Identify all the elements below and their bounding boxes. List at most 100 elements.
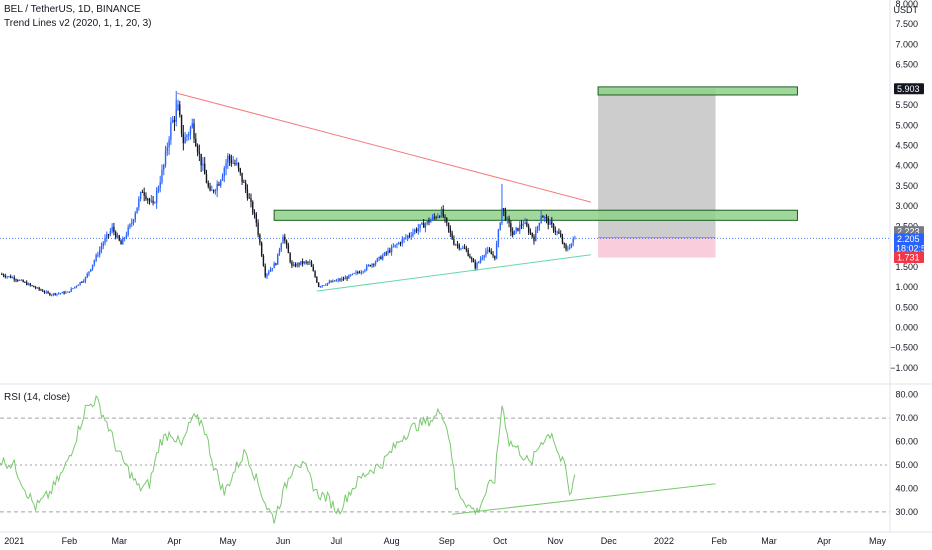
candle — [522, 219, 525, 230]
candle-body — [444, 216, 446, 218]
candle-body — [54, 293, 56, 295]
candle — [88, 271, 90, 277]
candle-body — [107, 234, 110, 236]
candle-body — [449, 228, 452, 233]
candle-body — [173, 119, 176, 122]
resistance-zone-rect — [273, 209, 798, 221]
candle-body — [120, 240, 122, 245]
candle-body — [250, 198, 252, 202]
candle — [310, 260, 313, 267]
candle — [154, 201, 156, 204]
candle — [52, 293, 55, 297]
candle — [161, 164, 163, 185]
candle-body — [182, 133, 185, 144]
candle-body — [314, 271, 316, 277]
candle — [75, 285, 78, 289]
candle-body — [478, 261, 480, 263]
candle-body — [228, 155, 231, 160]
candle-body — [260, 242, 263, 256]
candle-body — [309, 261, 311, 263]
candle-body — [209, 186, 211, 191]
candle — [389, 247, 391, 254]
candle — [91, 264, 94, 271]
candle-body — [18, 280, 21, 281]
candle-body — [45, 291, 47, 293]
candle — [86, 272, 88, 279]
price-tick-label: −1.000 — [890, 363, 918, 373]
candle — [369, 264, 371, 267]
symbol-legend[interactable]: BEL / TetherUS, 1D, BINANCE — [4, 4, 141, 15]
candle — [414, 228, 416, 235]
candle — [63, 290, 65, 295]
candle — [212, 189, 215, 194]
candle-body — [325, 284, 327, 286]
candle-body — [102, 242, 104, 247]
candle — [182, 124, 185, 151]
candle — [549, 219, 551, 225]
rsi-tick-label: 50.00 — [895, 460, 918, 470]
candle-body — [332, 280, 334, 283]
candle — [438, 215, 441, 219]
candle — [1, 272, 3, 275]
candle — [437, 213, 439, 219]
position-stop-area — [598, 237, 716, 258]
candle — [529, 228, 532, 235]
candle-body — [298, 263, 300, 265]
candle — [59, 292, 62, 295]
candle — [392, 242, 395, 248]
candle — [54, 292, 56, 296]
candle-body — [365, 265, 368, 270]
candle-body — [367, 265, 370, 266]
candle — [499, 221, 501, 231]
candle — [257, 219, 259, 238]
candle-body — [291, 261, 293, 266]
candle-body — [24, 282, 26, 283]
candle — [259, 233, 261, 246]
rsi-legend[interactable]: RSI (14, close) — [4, 392, 71, 403]
candle — [446, 217, 448, 227]
candle — [479, 256, 482, 264]
candle — [147, 197, 149, 204]
candle — [346, 276, 348, 281]
price-tick-label: 4.000 — [895, 161, 918, 171]
candle — [460, 247, 462, 251]
price-tick-label: 8.000 — [895, 0, 918, 9]
time-tick-label: Jul — [331, 536, 343, 546]
candle — [237, 162, 240, 172]
candle — [82, 279, 85, 284]
price-axis-currency: USDT — [894, 5, 919, 15]
candle-body — [129, 224, 131, 228]
candle — [115, 230, 117, 240]
candle — [107, 233, 110, 239]
candle-body — [198, 152, 201, 154]
candle — [463, 244, 466, 250]
rsi-tick-label: 80.00 — [895, 390, 918, 400]
candle-body — [515, 227, 517, 231]
candle — [563, 242, 565, 249]
candle — [495, 240, 498, 260]
candle — [123, 236, 126, 242]
candle-body — [234, 162, 236, 165]
candle-body — [415, 229, 418, 232]
candle-body — [426, 220, 428, 224]
time-tick-label: Nov — [547, 536, 564, 546]
candle — [109, 227, 112, 237]
candle-body — [437, 216, 439, 218]
candle-body — [152, 200, 154, 203]
candle — [179, 100, 181, 118]
candle-body — [161, 169, 163, 183]
candle — [554, 226, 557, 236]
candle — [303, 261, 306, 265]
candle-body — [513, 230, 516, 235]
candle — [145, 192, 147, 201]
candle — [568, 244, 571, 250]
candle — [433, 213, 436, 220]
candle-body — [492, 254, 494, 256]
indicator-legend[interactable]: Trend Lines v2 (2020, 1, 1, 20, 3) — [4, 18, 152, 29]
candle-body — [15, 279, 17, 281]
candle-body — [56, 293, 58, 295]
candle — [131, 218, 133, 227]
candle-body — [159, 182, 161, 188]
